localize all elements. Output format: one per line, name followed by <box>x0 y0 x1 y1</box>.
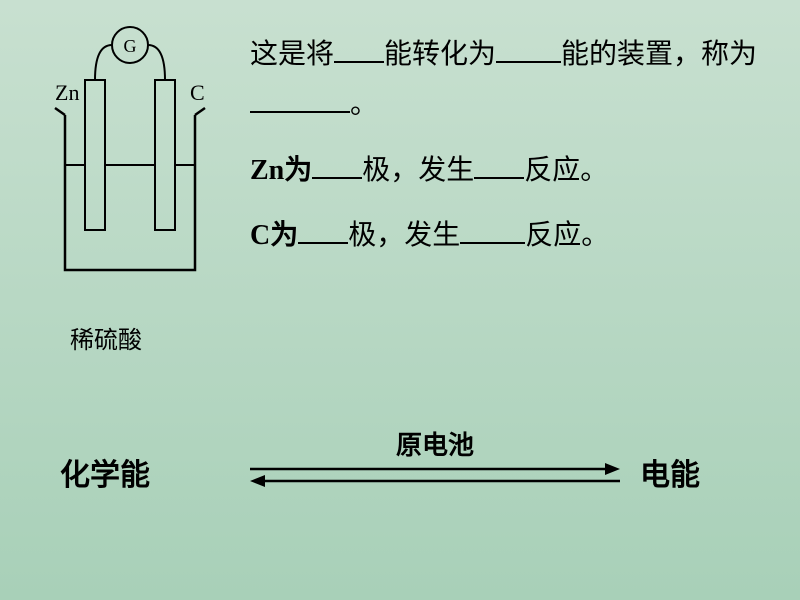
question-line-3: C为 极，发生 反应。 <box>250 211 780 261</box>
right-electrode-label: C <box>190 80 205 105</box>
c-electrode <box>155 80 175 230</box>
chemical-energy-label: 化学能 <box>60 450 150 494</box>
beaker-lip-left <box>55 108 65 115</box>
blank-7 <box>460 216 525 244</box>
zn-electrode <box>85 80 105 230</box>
wire-right <box>148 45 165 80</box>
text-part: Zn为 <box>250 155 312 186</box>
text-part: 这是将 <box>250 39 334 70</box>
electrolyte-caption: 稀硫酸 <box>70 320 142 355</box>
arrow-label: 原电池 <box>396 425 474 462</box>
text-part: 能转化为 <box>384 39 496 70</box>
text-part: C为 <box>250 220 298 251</box>
question-line-2: Zn为 极，发生 反应。 <box>250 146 780 196</box>
question-text: 这是将能转化为能的装置，称为。 Zn为极，发生反应。 C为极，发生反应。 <box>250 30 780 277</box>
blank-2 <box>496 35 561 63</box>
galvanic-cell-diagram: G Zn C <box>30 20 230 300</box>
galvanometer-label: G <box>124 36 137 56</box>
beaker-lip-right <box>195 108 205 115</box>
text-part: 。 <box>350 89 378 120</box>
electrical-energy-label: 电能 <box>640 450 700 494</box>
text-part: 极，发生 <box>362 155 474 186</box>
text-part: 反应。 <box>525 220 609 251</box>
text-part: 极，发生 <box>348 220 460 251</box>
question-line-1: 这是将 能转化为 能的装置，称为。 <box>250 30 780 131</box>
text-part: 反应。 <box>524 155 608 186</box>
reversible-arrow: 原电池 <box>250 455 620 495</box>
energy-conversion: 化学能 原电池 电能 <box>60 420 740 520</box>
wire-left <box>95 45 112 80</box>
arrow-left-head <box>250 475 265 487</box>
text-part: 能的装置，称为 <box>561 39 757 70</box>
left-electrode-label: Zn <box>55 80 79 105</box>
blank-4 <box>312 151 362 179</box>
blank-1 <box>334 35 384 63</box>
cell-svg: G Zn C <box>30 20 230 300</box>
blank-3 <box>250 85 350 113</box>
arrow-right-head <box>605 463 620 475</box>
blank-5 <box>474 151 524 179</box>
blank-6 <box>298 216 348 244</box>
